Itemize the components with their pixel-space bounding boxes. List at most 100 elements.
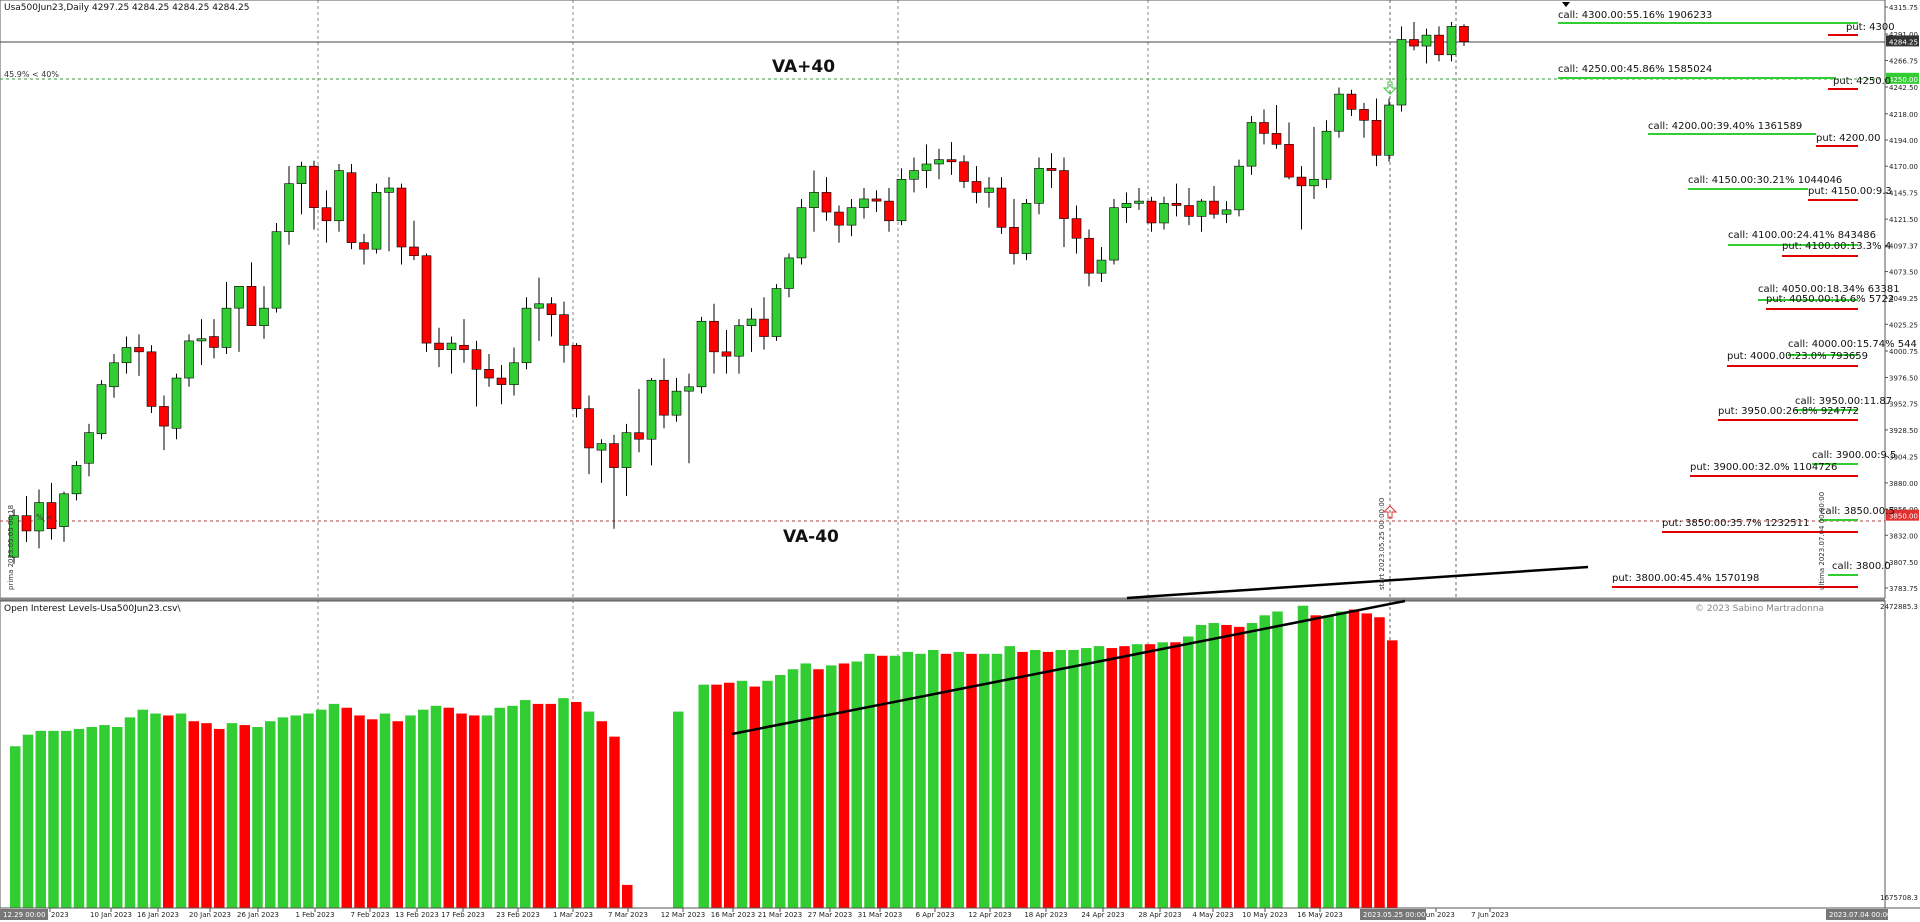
time-tick-label: 7 Feb 2023 [350, 911, 389, 919]
candle-body [296, 165, 307, 184]
oi-bar [1132, 644, 1143, 908]
oi-bar [430, 705, 442, 908]
trendline-price[interactable] [1126, 565, 1589, 600]
candle-body [696, 320, 707, 388]
time-tick-label: 1 Mar 2023 [553, 911, 593, 919]
oi-bar [290, 715, 301, 908]
oi-bar [188, 721, 199, 908]
time-tick-label: 23 Feb 2023 [496, 911, 540, 919]
candle-body [84, 432, 94, 464]
oi-bar [991, 653, 1003, 908]
indicator-axis: 2472885.3 1675708.3 [1880, 603, 1918, 902]
candle-body [259, 307, 269, 326]
oi-bar [265, 721, 276, 908]
oi-bar [609, 736, 620, 908]
candle-body [1121, 203, 1132, 208]
price-tick-label: 4291.00 [1889, 31, 1918, 39]
candle-body [734, 325, 744, 357]
candle-body [359, 242, 369, 250]
candle-body [934, 159, 944, 165]
price-axis[interactable]: 4315.75 4291.00 4266.75 4242.50 4218.00 4194.… [1885, 4, 1919, 593]
oi-bar [214, 728, 225, 908]
candle-body [796, 207, 807, 259]
candle-body [1134, 200, 1144, 204]
candle-body [684, 386, 694, 392]
candle-body [1446, 26, 1457, 56]
trendline-oi[interactable] [731, 599, 1406, 736]
time-tick-label: 1 Jun 2023 [1417, 911, 1455, 919]
candle-body [771, 288, 782, 337]
price-tick-label: 3832.00 [1889, 532, 1918, 540]
time-tick-label: 1 Feb 2023 [295, 911, 334, 919]
candle-body [1246, 122, 1257, 167]
left-vertical-note: prima 2023.05.05 00:18 [7, 505, 15, 590]
shift-marker-icon[interactable] [1562, 2, 1570, 7]
time-axis[interactable]: 4 Jan 2023 10 Jan 2023 16 Jan 2023 20 Jan 2… [0, 907, 1920, 920]
candle-body [184, 340, 194, 379]
oi-bar [392, 721, 403, 908]
oi-bar [1234, 626, 1245, 908]
oi-bar [150, 713, 161, 908]
put-level-label: put: 4300 [1846, 22, 1895, 33]
time-tick-label: 24 Apr 2023 [1081, 911, 1124, 919]
put-level-label: put: 4100.00:13.3% 4 [1782, 241, 1891, 252]
candle-body [421, 255, 432, 344]
time-tick-label: 7 Mar 2023 [608, 911, 648, 919]
candle-body [471, 349, 482, 370]
time-tick-label: 16 Mar 2023 [711, 911, 755, 919]
candle-body [759, 318, 769, 337]
candle-body [596, 443, 607, 451]
candle-body [1346, 93, 1357, 110]
candle-body [221, 307, 232, 348]
oi-bar [175, 713, 187, 908]
candle-body [521, 307, 532, 364]
candle-body [9, 515, 19, 558]
candle-body [709, 320, 719, 353]
candle-body [834, 211, 844, 226]
oi-bar [902, 651, 913, 908]
candle-body [134, 347, 144, 353]
time-badge [1826, 909, 1888, 920]
oi-bar [1361, 613, 1372, 908]
candle-body [984, 187, 994, 193]
candle-body [1209, 200, 1219, 215]
candle-body [859, 198, 869, 208]
time-tick-label: 12 Apr 2023 [968, 911, 1011, 919]
va-minus-note: % < [36, 513, 53, 522]
put-level-label: put: 4150.00:9.3 [1808, 186, 1892, 197]
oi-bar [1106, 648, 1117, 908]
put-level-label: put: 3950.00:26.8% 924772 [1718, 406, 1859, 417]
va-upper-text: 4250.00 [1889, 76, 1918, 84]
ind-axis-bottom: 1675708.3 [1880, 894, 1918, 902]
oi-bar [22, 734, 34, 908]
candle-body [409, 246, 419, 257]
candle-body [1434, 34, 1444, 56]
candle-body [396, 187, 407, 248]
oi-bar [571, 701, 582, 908]
time-tick-label: 10 Jan 2023 [90, 911, 132, 919]
oi-bar [1246, 623, 1258, 908]
oi-bar [10, 746, 21, 908]
time-tick-label: 27 Mar 2023 [808, 911, 852, 919]
oi-bar [1055, 649, 1066, 908]
candle-body [146, 351, 157, 407]
candle-body [671, 390, 682, 416]
oi-bar [711, 684, 722, 908]
candle-body [584, 408, 594, 449]
call-level-label: call: 3850.00:5 [1820, 506, 1895, 517]
oi-bar [583, 711, 595, 908]
price-tick-label: 4315.75 [1889, 4, 1918, 12]
candle-body [1059, 170, 1069, 219]
oi-bar [1323, 615, 1334, 908]
call-level-label: call: 4150.00:30.21% 1044046 [1688, 175, 1842, 186]
candle-body [234, 286, 244, 309]
call-level-label: call: 4200.00:39.40% 1361589 [1648, 121, 1802, 132]
price-tick-label: 4073.50 [1889, 269, 1918, 277]
oi-bar [1170, 642, 1181, 908]
oi-bar [507, 705, 518, 908]
oi-bar [99, 725, 110, 908]
candle-body [1084, 237, 1094, 274]
oi-bar [1221, 624, 1232, 908]
call-level-label: call: 4050.00:18.34% 63381 [1758, 284, 1900, 295]
